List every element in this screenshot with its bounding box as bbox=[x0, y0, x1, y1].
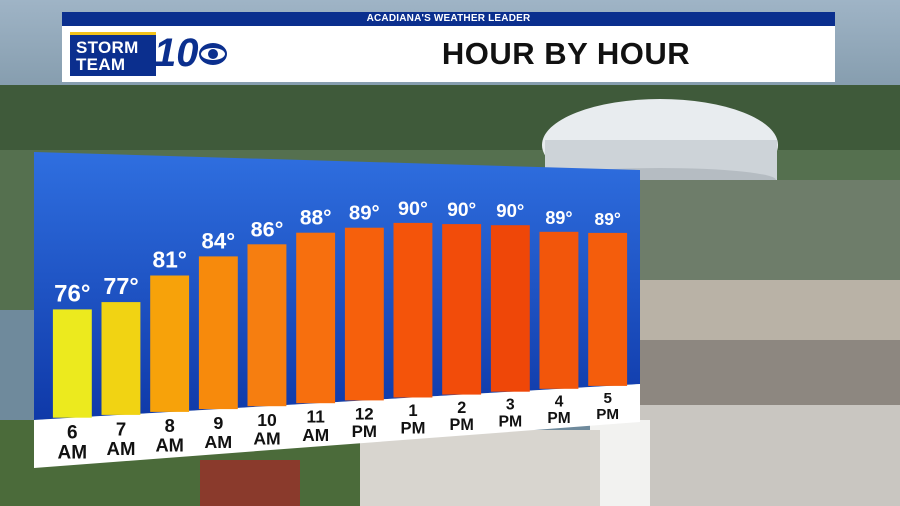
temperature-value-label: 76° bbox=[54, 280, 90, 307]
hour-label: 10 AM bbox=[253, 410, 280, 449]
temperature-bar bbox=[442, 224, 482, 395]
hour-label: 4 PM bbox=[547, 393, 570, 427]
temperature-bar bbox=[490, 225, 530, 392]
hour-label: 9 AM bbox=[204, 413, 232, 452]
temperature-value-label: 89° bbox=[349, 203, 380, 225]
temperature-value-label: 88° bbox=[300, 207, 332, 230]
temperature-value-label: 77° bbox=[103, 273, 138, 299]
temperature-bar bbox=[588, 232, 628, 386]
logo-number: 10 bbox=[154, 31, 199, 75]
logo-line2: TEAM bbox=[76, 55, 126, 74]
page-title: HOUR BY HOUR bbox=[441, 36, 691, 71]
logo-box: STORM TEAM bbox=[70, 32, 156, 76]
hour-label: 11 AM bbox=[302, 407, 329, 445]
hour-label-strip bbox=[34, 384, 640, 468]
temperature-bar bbox=[101, 302, 141, 415]
temperature-bar bbox=[198, 256, 238, 410]
temperature-value-label: 89° bbox=[545, 208, 572, 228]
temperature-bar bbox=[393, 222, 433, 398]
hour-label: 12 PM bbox=[352, 404, 377, 441]
temperature-bar bbox=[344, 227, 384, 401]
temperature-value-label: 81° bbox=[152, 247, 186, 273]
hour-label: 1 PM bbox=[401, 401, 426, 438]
temperature-value-label: 90° bbox=[447, 200, 476, 221]
temperature-value-label: 84° bbox=[202, 228, 236, 253]
temperature-value-label: 86° bbox=[251, 216, 284, 241]
hour-label: 7 AM bbox=[107, 419, 136, 460]
temperature-value-label: 89° bbox=[595, 209, 621, 229]
hour-label: 5 PM bbox=[596, 390, 619, 423]
temperature-value-label: 90° bbox=[496, 200, 524, 221]
cbs-eye-icon bbox=[199, 43, 227, 65]
hour-label: 8 AM bbox=[155, 415, 183, 455]
hour-label: 3 PM bbox=[498, 397, 522, 431]
hour-label: 6 AM bbox=[58, 423, 88, 464]
logo-line1: STORM bbox=[76, 38, 139, 57]
temperature-value-label: 90° bbox=[398, 198, 428, 220]
tagline-banner: ACADIANA'S WEATHER LEADER bbox=[62, 12, 835, 26]
temperature-bar bbox=[52, 309, 92, 418]
temperature-bar bbox=[539, 231, 579, 389]
temperature-bar bbox=[247, 244, 287, 407]
temperature-bar bbox=[296, 232, 336, 404]
title-banner: HOUR BY HOUR bbox=[62, 26, 835, 82]
temperature-bar bbox=[150, 275, 190, 412]
hour-label: 2 PM bbox=[450, 399, 474, 434]
storm-team-10-logo: STORM TEAM 10 bbox=[62, 26, 232, 82]
